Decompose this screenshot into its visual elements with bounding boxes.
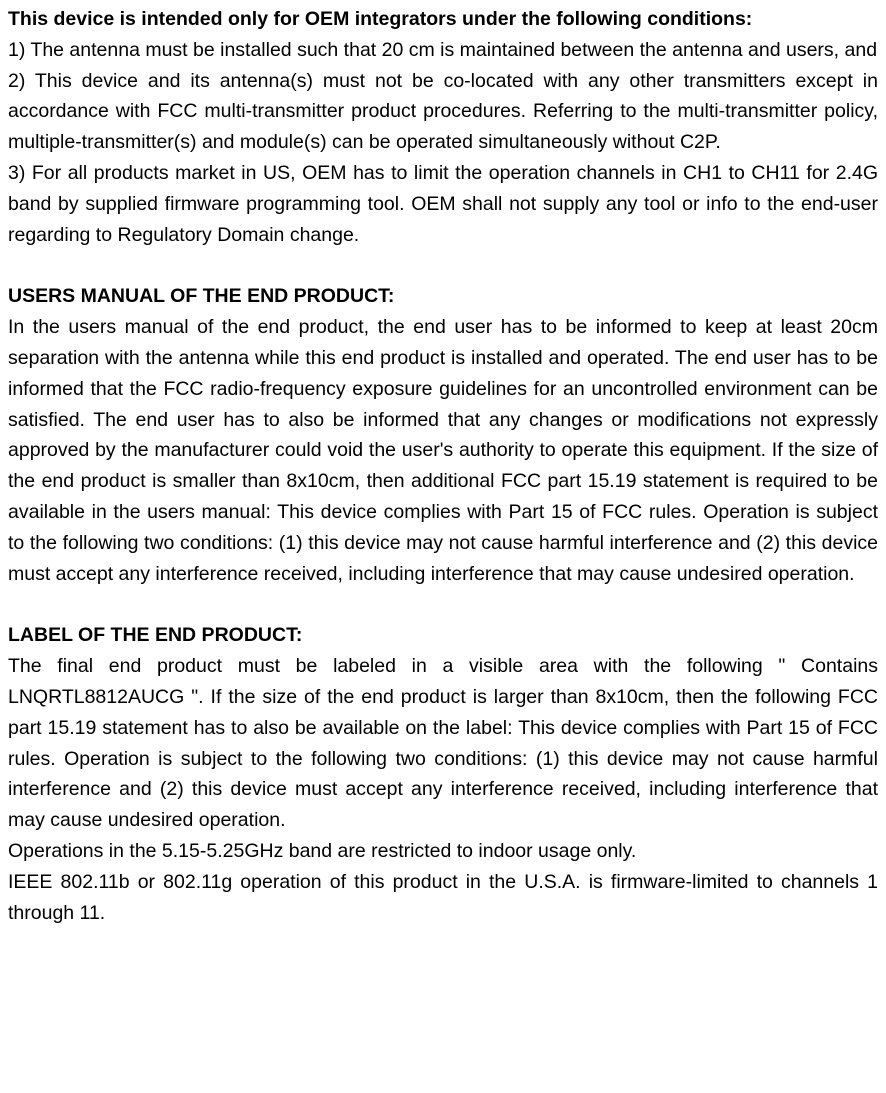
section1-item3: 3) For all products market in US, OEM ha… xyxy=(8,158,878,250)
section1-item1: 1) The antenna must be installed such th… xyxy=(8,35,878,66)
section3-body1: The final end product must be labeled in… xyxy=(8,651,878,836)
document-body: This device is intended only for OEM int… xyxy=(8,4,878,928)
blank-line xyxy=(8,589,878,620)
section2-heading: USERS MANUAL OF THE END PRODUCT: xyxy=(8,281,878,312)
section1-item2: 2) This device and its antenna(s) must n… xyxy=(8,66,878,158)
blank-line xyxy=(8,250,878,281)
section1-heading: This device is intended only for OEM int… xyxy=(8,4,878,35)
section3-body2: Operations in the 5.15-5.25GHz band are … xyxy=(8,836,878,867)
section2-body: In the users manual of the end product, … xyxy=(8,312,878,589)
section3-heading: LABEL OF THE END PRODUCT: xyxy=(8,620,878,651)
section3-body3: IEEE 802.11b or 802.11g operation of thi… xyxy=(8,867,878,929)
